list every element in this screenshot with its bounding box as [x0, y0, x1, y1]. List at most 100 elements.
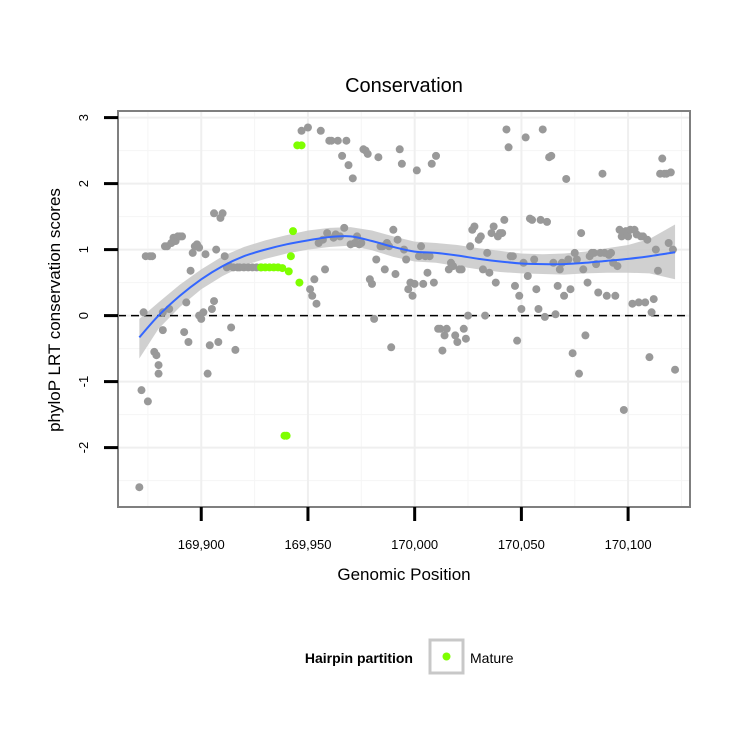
- data-point: [589, 248, 598, 257]
- legend-title: Hairpin partition: [305, 650, 413, 666]
- confidence-band: [139, 224, 676, 359]
- data-point: [517, 305, 526, 313]
- data-point: [628, 299, 637, 308]
- data-point: [182, 298, 191, 307]
- data-point: [485, 268, 494, 277]
- data-point: [417, 242, 426, 251]
- mature-point: [289, 227, 298, 236]
- mature-point: [278, 264, 287, 273]
- data-point: [515, 291, 524, 300]
- plot-panel: 169,900 169,950 170,000 170,050 170,100 -2 -1 0…: [76, 110, 691, 552]
- data-point: [438, 346, 447, 355]
- y-tick-label: -1: [76, 376, 91, 388]
- data-point: [389, 225, 398, 234]
- data-point: [312, 299, 321, 308]
- data-point: [201, 250, 210, 259]
- data-point: [615, 225, 624, 234]
- data-point: [466, 242, 475, 251]
- plot-frame: [117, 110, 691, 508]
- data-point: [553, 281, 562, 290]
- data-point: [500, 215, 509, 224]
- data-point: [310, 275, 319, 284]
- data-point: [440, 331, 449, 340]
- data-point: [408, 291, 417, 300]
- data-point: [538, 125, 547, 134]
- data-point: [357, 239, 366, 247]
- data-point: [135, 483, 144, 492]
- data-point: [180, 328, 189, 337]
- data-point: [393, 235, 402, 244]
- data-point: [212, 245, 221, 254]
- data-point: [451, 331, 460, 340]
- data-point: [186, 266, 195, 275]
- data-point: [555, 265, 564, 274]
- y-axis-title: phyloP LRT conservation scores: [45, 188, 64, 432]
- data-point: [297, 126, 306, 135]
- data-point: [513, 336, 522, 345]
- data-point: [218, 209, 227, 218]
- data-point: [425, 252, 434, 261]
- data-point: [528, 215, 537, 224]
- y-tick-label: 2: [76, 180, 91, 187]
- y-tick-label: 1: [76, 246, 91, 253]
- data-point: [316, 126, 325, 135]
- data-point: [634, 298, 643, 307]
- data-point: [442, 324, 451, 333]
- data-point: [564, 255, 573, 264]
- data-point: [158, 326, 167, 335]
- data-point: [139, 308, 148, 317]
- data-point: [184, 338, 193, 346]
- data-point: [572, 255, 581, 264]
- data-point: [387, 343, 396, 352]
- data-point: [534, 305, 543, 313]
- data-point: [391, 270, 400, 279]
- data-point: [137, 386, 146, 395]
- data-point: [653, 266, 662, 275]
- mature-point: [286, 252, 295, 261]
- data-point: [436, 324, 445, 333]
- data-point: [367, 279, 376, 288]
- y-tick-label: 3: [76, 114, 91, 121]
- x-tick-label: 170,100: [605, 537, 652, 552]
- data-point: [461, 334, 470, 343]
- data-point: [547, 151, 556, 160]
- data-point: [481, 311, 490, 320]
- data-point: [419, 279, 428, 288]
- mature-point: [282, 431, 291, 440]
- data-point: [453, 338, 462, 346]
- data-point: [581, 331, 590, 340]
- data-point: [231, 345, 240, 354]
- data-point: [643, 235, 652, 244]
- data-point: [575, 369, 584, 378]
- data-point: [178, 232, 187, 241]
- legend-key-mature-point: [442, 652, 451, 661]
- legend-label-mature: Mature: [470, 650, 514, 666]
- data-point: [540, 312, 549, 321]
- data-point: [570, 248, 579, 257]
- data-point: [342, 136, 351, 145]
- data-point: [344, 161, 353, 170]
- data-point: [214, 338, 223, 346]
- data-point: [148, 252, 157, 261]
- data-point: [412, 166, 421, 175]
- data-point: [432, 151, 441, 160]
- data-point: [478, 265, 487, 274]
- data-point: [303, 123, 312, 132]
- data-point: [483, 248, 492, 257]
- data-point: [504, 143, 513, 152]
- data-point: [566, 285, 575, 294]
- data-point: [470, 222, 479, 231]
- data-point: [152, 351, 161, 360]
- legend: Hairpin partition Mature: [305, 638, 514, 675]
- data-point: [645, 353, 654, 362]
- mature-point: [284, 267, 293, 276]
- data-point: [521, 133, 530, 142]
- data-point: [423, 268, 432, 277]
- data-point: [489, 222, 498, 231]
- data-point: [476, 232, 485, 241]
- x-tick-label: 170,050: [498, 537, 545, 552]
- x-tick-label: 169,950: [284, 537, 331, 552]
- data-point: [210, 209, 219, 218]
- data-point: [227, 323, 236, 332]
